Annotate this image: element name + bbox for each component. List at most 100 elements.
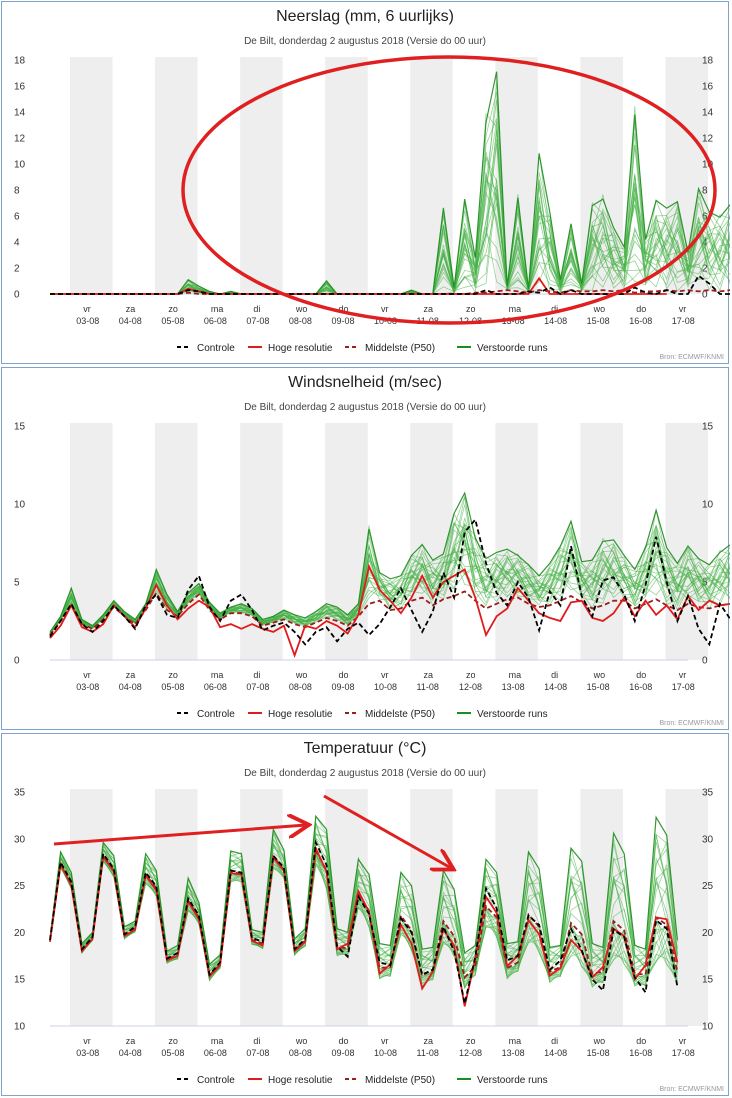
chart-subtitle: De Bilt, donderdag 2 augustus 2018 (Vers… bbox=[244, 402, 486, 413]
legend-label-verstoorde: Verstoorde runs bbox=[477, 1075, 548, 1086]
chart-source: Bron: ECMWF/KNMI bbox=[659, 720, 724, 727]
chart-source: Bron: ECMWF/KNMI bbox=[659, 1086, 724, 1093]
series-line-middelste-p50- bbox=[49, 590, 730, 636]
y-tick-label-right: 10 bbox=[702, 160, 714, 171]
y-tick-label-left: 14 bbox=[14, 108, 26, 119]
x-tick-day: za bbox=[424, 304, 434, 314]
series-line-hoge-resolutie bbox=[49, 844, 679, 1007]
x-tick-day: vr bbox=[83, 670, 91, 680]
x-tick-day: wo bbox=[593, 1036, 606, 1046]
series-line-verstoorde-runs bbox=[49, 491, 730, 633]
x-tick-date: 04-08 bbox=[119, 682, 142, 692]
x-tick-day: do bbox=[338, 670, 348, 680]
y-tick-label-left: 35 bbox=[14, 788, 26, 799]
series-line-controle bbox=[49, 839, 679, 1004]
y-tick-label-left: 15 bbox=[14, 975, 26, 986]
x-tick-day: di bbox=[253, 304, 260, 314]
x-tick-date: 16-08 bbox=[629, 682, 652, 692]
legend-label-verstoorde: Verstoorde runs bbox=[477, 709, 548, 720]
series-line-controle bbox=[49, 517, 730, 647]
x-tick-date: 06-08 bbox=[204, 682, 227, 692]
ensemble-member-line bbox=[49, 854, 678, 988]
x-tick-day: za bbox=[126, 670, 136, 680]
y-tick-label-left: 20 bbox=[14, 928, 26, 939]
x-tick-day: do bbox=[636, 304, 646, 314]
x-tick-day: wo bbox=[593, 304, 606, 314]
legend-label-middelste: Middelste (P50) bbox=[365, 709, 435, 720]
legend-label-verstoorde: Verstoorde runs bbox=[477, 343, 548, 354]
y-tick-label-right: 20 bbox=[702, 928, 714, 939]
x-tick-date: 17-08 bbox=[672, 682, 695, 692]
x-tick-date: 03-08 bbox=[76, 316, 99, 326]
chart-title: Windsnelheid (m/sec) bbox=[288, 374, 442, 391]
ensemble-member-line bbox=[49, 496, 730, 634]
x-tick-date: 05-08 bbox=[161, 682, 184, 692]
y-tick-label-left: 18 bbox=[14, 56, 26, 67]
y-tick-label-left: 6 bbox=[14, 212, 20, 223]
y-tick-label-left: 2 bbox=[14, 264, 20, 275]
y-tick-label-left: 10 bbox=[14, 160, 26, 171]
x-tick-day: vr bbox=[381, 670, 389, 680]
x-tick-day: di bbox=[551, 670, 558, 680]
x-tick-date: 14-08 bbox=[544, 1048, 567, 1058]
y-tick-label-left: 30 bbox=[14, 834, 26, 845]
x-tick-day: do bbox=[636, 670, 646, 680]
legend-label-hoge_resolutie: Hoge resolutie bbox=[268, 709, 333, 720]
y-tick-label-right: 8 bbox=[702, 186, 708, 197]
ensemble-member-line bbox=[49, 833, 678, 967]
temperatuur-plot: 10 10 15 15 20 20 25 25 30 30 35 35 vr 03-08 za 04-08 zo… bbox=[14, 788, 714, 1087]
x-tick-day: vr bbox=[381, 1036, 389, 1046]
x-tick-date: 07-08 bbox=[246, 316, 269, 326]
x-tick-date: 10-08 bbox=[374, 316, 397, 326]
chart-panel-temperatuur: Temperatuur (°C) De Bilt, donderdag 2 au… bbox=[1, 733, 729, 1096]
legend-label-hoge_resolutie: Hoge resolutie bbox=[268, 1075, 333, 1086]
legend-label-middelste: Middelste (P50) bbox=[365, 1075, 435, 1086]
y-tick-label-right: 15 bbox=[702, 975, 714, 986]
x-tick-day: zo bbox=[168, 1036, 178, 1046]
ensemble-member-line bbox=[49, 513, 730, 633]
x-tick-date: 14-08 bbox=[544, 682, 567, 692]
x-tick-day: ma bbox=[509, 670, 522, 680]
y-tick-label-left: 25 bbox=[14, 881, 26, 892]
chart-title: Neerslag (mm, 6 uurlijks) bbox=[276, 8, 454, 25]
day-band bbox=[325, 57, 368, 294]
x-tick-day: do bbox=[338, 1036, 348, 1046]
y-tick-label-left: 10 bbox=[14, 1022, 26, 1033]
x-tick-date: 06-08 bbox=[204, 316, 227, 326]
x-tick-date: 12-08 bbox=[459, 1048, 482, 1058]
y-tick-label-left: 0 bbox=[14, 656, 20, 667]
y-tick-label-right: 14 bbox=[702, 108, 714, 119]
y-tick-label-right: 12 bbox=[702, 134, 714, 145]
y-tick-label-right: 30 bbox=[702, 834, 714, 845]
x-tick-day: do bbox=[636, 1036, 646, 1046]
x-tick-date: 13-08 bbox=[502, 682, 525, 692]
ensemble-member-line bbox=[49, 814, 678, 967]
x-tick-date: 15-08 bbox=[587, 316, 610, 326]
x-tick-date: 06-08 bbox=[204, 1048, 227, 1058]
y-tick-label-right: 35 bbox=[702, 788, 714, 799]
x-tick-day: di bbox=[253, 670, 260, 680]
y-tick-label-right: 10 bbox=[702, 500, 714, 511]
x-tick-day: wo bbox=[295, 1036, 308, 1046]
x-tick-day: zo bbox=[466, 670, 476, 680]
y-tick-label-right: 25 bbox=[702, 881, 714, 892]
y-tick-label-left: 12 bbox=[14, 134, 26, 145]
y-tick-label-left: 15 bbox=[14, 422, 26, 433]
ensemble-member-line bbox=[49, 517, 730, 634]
y-tick-label-left: 4 bbox=[14, 238, 20, 249]
x-tick-date: 08-08 bbox=[289, 1048, 312, 1058]
chart-subtitle: De Bilt, donderdag 2 augustus 2018 (Vers… bbox=[244, 36, 486, 47]
legend-label-hoge_resolutie: Hoge resolutie bbox=[268, 343, 333, 354]
x-tick-date: 12-08 bbox=[459, 682, 482, 692]
x-tick-date: 09-08 bbox=[331, 1048, 354, 1058]
day-band bbox=[665, 423, 708, 660]
x-tick-date: 07-08 bbox=[246, 682, 269, 692]
x-tick-date: 15-08 bbox=[587, 1048, 610, 1058]
x-tick-date: 13-08 bbox=[502, 316, 525, 326]
y-tick-label-left: 16 bbox=[14, 82, 26, 93]
x-tick-day: di bbox=[551, 1036, 558, 1046]
x-tick-date: 11-08 bbox=[417, 316, 439, 326]
ensemble-member-line bbox=[49, 527, 730, 633]
x-tick-date: 08-08 bbox=[289, 682, 312, 692]
chart-panel-neerslag: Neerslag (mm, 6 uurlijks) De Bilt, donde… bbox=[1, 1, 730, 364]
